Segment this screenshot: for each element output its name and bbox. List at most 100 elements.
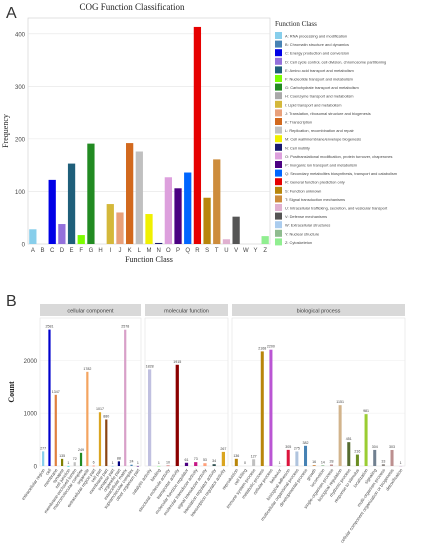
legend-title-a: Function Class xyxy=(275,20,317,28)
data-label-b: 136 xyxy=(233,454,239,458)
legend-label-a: W: Extracellular structures xyxy=(285,223,330,228)
xtick-a: R xyxy=(195,248,200,254)
xtick-a: B xyxy=(41,248,45,254)
legend-swatch-a xyxy=(275,238,282,246)
legend-label-a: L: Replication, recombination and repair xyxy=(285,128,354,133)
data-label-b: 33 xyxy=(381,459,385,463)
bar-b xyxy=(79,452,83,466)
bar-b xyxy=(312,465,316,466)
data-label-b: 127 xyxy=(251,454,257,458)
legend-label-a: F: Nucleotide transport and metabolism xyxy=(285,77,353,82)
xtick-a: K xyxy=(128,248,132,254)
bar-b xyxy=(295,451,299,466)
data-label-b: 135 xyxy=(59,454,65,458)
data-label-b: 216 xyxy=(354,450,360,454)
bar-b xyxy=(105,419,108,466)
data-label-b: 28 xyxy=(329,460,333,464)
bar-a-K xyxy=(126,143,134,244)
ytick-b: 1000 xyxy=(24,412,38,418)
data-label-b: 14 xyxy=(321,460,325,464)
legend-swatch-a xyxy=(275,66,282,74)
bar-b xyxy=(184,462,189,466)
chart-a-title: COG Function Classification xyxy=(80,2,185,12)
data-label-b: 2578 xyxy=(121,325,129,329)
data-label-b: 1 xyxy=(279,461,281,465)
data-label-b: 6 xyxy=(93,461,95,465)
legend-swatch-a xyxy=(275,100,282,108)
legend-swatch-a xyxy=(275,169,282,177)
legend-label-a: R: General function prediction only xyxy=(285,180,345,185)
legend-swatch-a xyxy=(275,229,282,237)
facet-panel-1 xyxy=(144,317,229,467)
bar-b xyxy=(252,459,256,466)
bar-b xyxy=(399,465,403,467)
legend-label-a: E: Amino acid transport and metabolism xyxy=(285,68,354,73)
legend-label-a: A: RNA processing and modification xyxy=(285,34,347,39)
plot-area-a xyxy=(27,17,271,245)
xtick-b: growth xyxy=(305,467,317,481)
data-label-b: 267 xyxy=(220,447,226,451)
legend-label-a: I: Lipid transport and metabolism xyxy=(285,102,341,107)
ytick-a: 400 xyxy=(15,32,26,38)
legend-swatch-a xyxy=(275,143,282,151)
data-label-b: 24 xyxy=(130,460,134,464)
xtick-a: C xyxy=(50,248,55,254)
bar-b xyxy=(98,412,102,466)
bar-b xyxy=(67,465,70,467)
legend-swatch-a xyxy=(275,126,282,134)
data-label-b: 880 xyxy=(103,414,109,418)
bar-b xyxy=(54,394,57,466)
legend-label-a: Z: Cytoskeleton xyxy=(285,240,312,245)
xtick-a: U xyxy=(224,248,228,254)
bar-b xyxy=(364,414,368,466)
legend-swatch-a xyxy=(275,212,282,220)
data-label-b: 1828 xyxy=(146,364,154,368)
data-label-b: 275 xyxy=(294,446,300,450)
xtick-a: S xyxy=(205,248,209,254)
facet-strip-2 xyxy=(232,304,405,316)
bar-b xyxy=(221,451,226,466)
legend-swatch-a xyxy=(275,161,282,168)
data-label-b: 73 xyxy=(194,457,198,461)
bar-b xyxy=(60,458,64,466)
legend-label-a: G: Carbohydrate transport and metabolism xyxy=(285,85,359,90)
bar-a-R xyxy=(193,26,202,245)
bar-b xyxy=(234,458,238,466)
bar-a-M xyxy=(145,214,153,244)
legend-label-a: U: Intracellular trafficking, secretion,… xyxy=(285,206,388,211)
data-label-b: 277 xyxy=(40,446,46,450)
legend-label-a: J: Translation, ribosomal structure and … xyxy=(285,111,371,116)
xtick-a: Y xyxy=(253,248,257,254)
data-label-b: 1 xyxy=(158,461,160,465)
bar-b xyxy=(136,465,139,467)
bar-b xyxy=(194,462,198,466)
legend-label-a: C: Energy production and conversion xyxy=(285,51,349,56)
data-label-b: 61 xyxy=(185,458,189,462)
xtick-a: M xyxy=(147,248,152,254)
bar-b xyxy=(111,465,114,467)
legend-label-a: T: Signal transduction mechanisms xyxy=(285,197,345,202)
bar-b xyxy=(390,449,394,466)
data-label-b: 304 xyxy=(372,445,378,449)
panel-a-letter: A xyxy=(6,5,17,22)
xtick-a: N xyxy=(157,248,161,254)
bar-b xyxy=(338,405,342,466)
bar-a-G xyxy=(87,143,95,244)
data-label-b: 10 xyxy=(166,460,170,464)
bar-a-P xyxy=(174,188,182,244)
bar-b xyxy=(304,445,308,466)
xtick-a: P xyxy=(176,248,180,254)
data-label-b: 72 xyxy=(73,457,77,461)
xtick-a: J xyxy=(118,248,121,254)
bar-a-A xyxy=(29,229,37,244)
legend-label-a: M: Cell wall/membrane/envelope biogenesi… xyxy=(285,137,361,142)
xtick-a: W xyxy=(243,248,249,254)
data-label-b: 88 xyxy=(117,456,121,460)
bar-b xyxy=(42,451,45,466)
data-label-b: 1151 xyxy=(336,400,344,404)
bar-a-J xyxy=(116,212,124,244)
bar-a-Q xyxy=(184,172,192,244)
legend-label-a: Y: Nuclear structure xyxy=(285,231,319,236)
